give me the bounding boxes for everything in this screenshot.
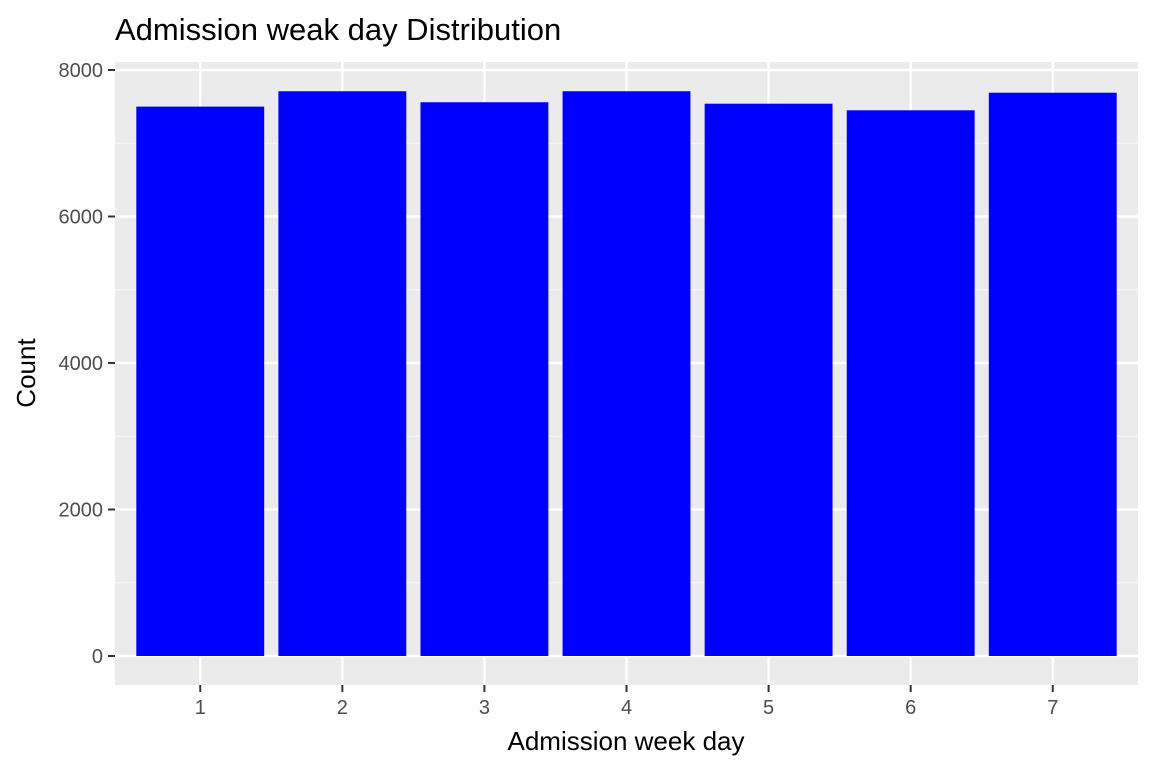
y-axis: 0 2000 4000 6000 8000 [59,60,115,668]
x-tick-label: 3 [479,697,490,719]
x-tick-label: 2 [337,697,348,719]
chart-title: Admission weak day Distribution [115,12,561,47]
bar-3 [420,102,549,657]
x-tick-label: 7 [1047,697,1058,719]
y-tick-label: 0 [92,646,103,668]
bar-7 [988,92,1117,656]
bar-4 [562,91,691,657]
y-tick-label: 4000 [59,353,104,375]
bar-6 [846,110,975,657]
bar-1 [136,106,265,656]
x-tick-label: 1 [195,697,206,719]
bars [136,91,1117,657]
x-tick-label: 6 [905,697,916,719]
bar-2 [278,91,407,657]
y-axis-title: Count [11,338,41,408]
x-tick-label: 4 [621,697,632,719]
x-tick-label: 5 [763,697,774,719]
bar-5 [704,103,833,656]
x-axis: 1 2 3 4 5 6 7 [195,685,1058,719]
y-tick-label: 2000 [59,500,104,522]
x-axis-title: Admission week day [508,726,745,756]
y-tick-label: 8000 [59,60,104,82]
y-tick-label: 6000 [59,207,104,229]
